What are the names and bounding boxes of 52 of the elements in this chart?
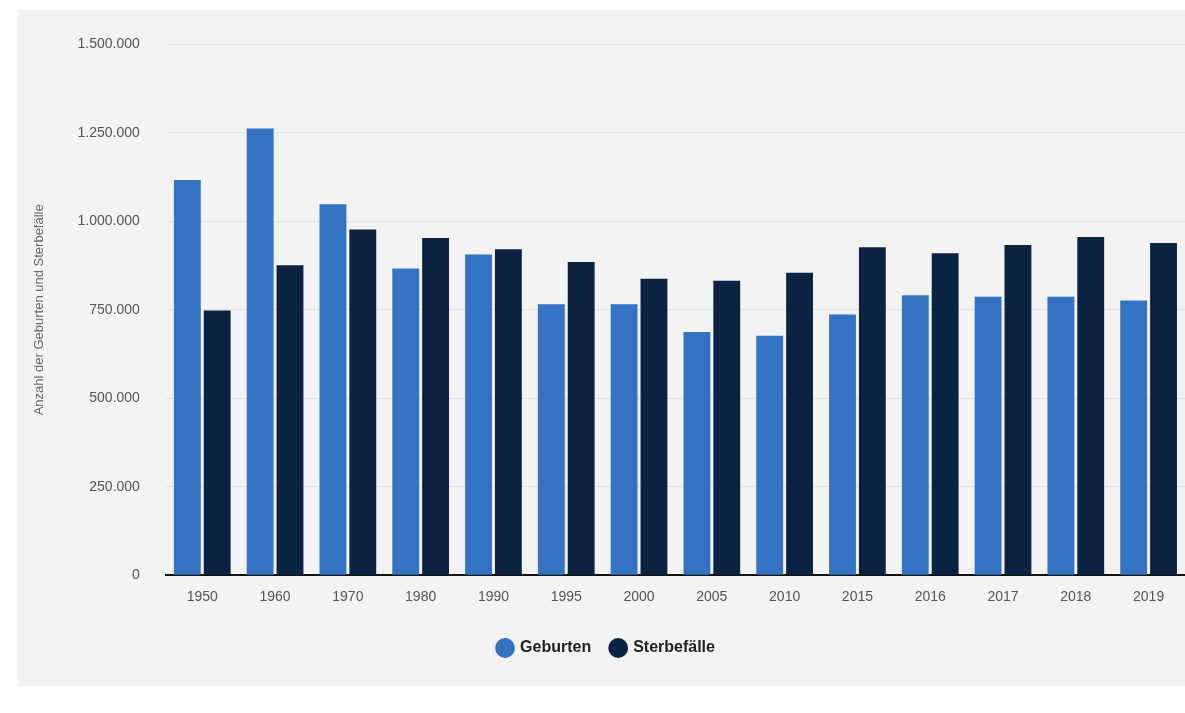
bar: [465, 254, 492, 575]
y-tick-label: 750.000: [89, 300, 141, 317]
bar: [713, 280, 741, 575]
bar: [610, 304, 638, 575]
x-tick-label: 1960: [259, 588, 291, 605]
x-tick-label: 2017: [987, 588, 1019, 605]
x-tick-label: 2005: [696, 588, 728, 605]
bar: [276, 265, 304, 575]
y-tick-label: 500.000: [89, 389, 141, 406]
x-tick-label: 2015: [841, 588, 874, 605]
bar: [683, 332, 711, 575]
x-tick-label: 2018: [1060, 588, 1092, 605]
bar: [640, 278, 668, 575]
x-tick-label: 2016: [914, 588, 946, 605]
bar: [246, 128, 274, 575]
bar: [756, 335, 784, 575]
bar: [1077, 236, 1105, 575]
bar: [537, 304, 565, 575]
x-tick-label: 1995: [550, 588, 583, 605]
x-tick-label: 1990: [477, 588, 510, 605]
bar: [1120, 300, 1148, 575]
bar: [1047, 296, 1075, 575]
bar: [567, 262, 595, 575]
y-axis-title: Anzahl der Geburten und Sterbefälle: [31, 204, 47, 416]
bar: [349, 229, 377, 575]
x-tick-label: 1970: [332, 588, 364, 605]
y-tick-label: 1.000.000: [77, 212, 141, 229]
legend-label: Geburten: [520, 638, 592, 656]
y-tick-label: 1.250.000: [77, 123, 141, 140]
bar: [901, 295, 929, 575]
bar: [494, 249, 522, 575]
bar: [203, 310, 231, 575]
bar: [173, 179, 201, 575]
bar: [1150, 242, 1177, 575]
bar: [786, 272, 813, 575]
bar: [829, 314, 856, 575]
y-tick-label: 250.000: [89, 477, 141, 494]
bar: [422, 237, 450, 575]
bar: [1004, 245, 1032, 575]
x-tick-label: 1950: [186, 588, 219, 605]
x-tick-label: 2010: [769, 588, 801, 605]
x-tick-label: 2000: [623, 588, 655, 605]
bar: [931, 253, 959, 575]
y-tick-label: 0: [132, 566, 141, 583]
x-tick-label: 1980: [405, 588, 437, 605]
y-tick-label: 1.500.000: [77, 35, 141, 52]
x-tick-label: 2019: [1133, 588, 1165, 605]
bar: [392, 268, 420, 575]
legend-label: Sterbefälle: [633, 638, 716, 656]
bar: [974, 296, 1002, 575]
bar: [319, 204, 347, 575]
bar: [858, 247, 886, 575]
